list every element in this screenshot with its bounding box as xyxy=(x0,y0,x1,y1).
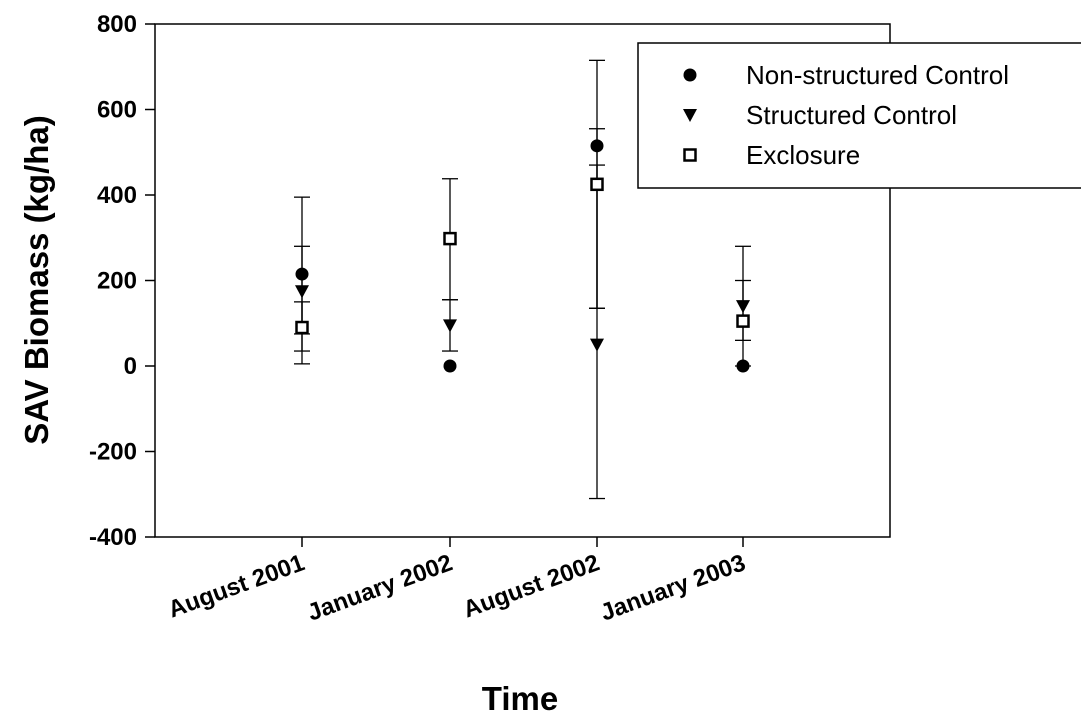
data-point-triangle-down xyxy=(736,300,750,314)
data-point-triangle-down xyxy=(443,319,457,333)
data-point-circle xyxy=(736,359,750,373)
x-tick-label: August 2002 xyxy=(460,549,603,623)
y-tick-label: -400 xyxy=(89,524,137,551)
legend: Non-structured Control Structured Control… xyxy=(637,42,1081,189)
data-point-square-open xyxy=(590,177,604,192)
legend-label: Exclosure xyxy=(746,140,860,170)
legend-marker-triangle-down xyxy=(683,109,697,122)
data-point-square-open xyxy=(736,314,750,328)
x-tick-label: August 2001 xyxy=(165,549,308,623)
data-point-circle xyxy=(590,139,604,153)
data-point-triangle-down xyxy=(295,285,309,299)
x-axis-title: Time xyxy=(482,680,558,717)
y-tick-label: 200 xyxy=(97,268,137,295)
y-axis-title: SAV Biomass (kg/ha) xyxy=(18,115,55,444)
x-tick-label: January 2002 xyxy=(304,549,456,626)
y-tick-label: 800 xyxy=(97,11,137,38)
y-tick-label: 400 xyxy=(97,182,137,209)
data-point-circle xyxy=(295,267,309,281)
legend-marker-circle xyxy=(683,68,697,82)
x-tick-label: January 2003 xyxy=(597,549,749,626)
y-tick-label: 600 xyxy=(97,97,137,124)
y-tick-label: -200 xyxy=(89,439,137,466)
data-point-square-open xyxy=(295,320,309,335)
y-tick-label: 0 xyxy=(124,353,137,380)
data-point-circle xyxy=(443,359,457,373)
y-axis: -400 -200 0 200 400 600 800 xyxy=(89,11,155,551)
data-markers xyxy=(295,139,750,373)
legend-items: Non-structured Control Structured Control… xyxy=(683,60,1009,170)
data-point-square-open xyxy=(443,231,457,246)
data-point-triangle-down xyxy=(590,338,604,352)
legend-box xyxy=(637,42,1081,189)
legend-label: Non-structured Control xyxy=(746,60,1009,90)
legend-marker-square-open xyxy=(683,148,697,162)
legend-label: Structured Control xyxy=(746,100,957,130)
